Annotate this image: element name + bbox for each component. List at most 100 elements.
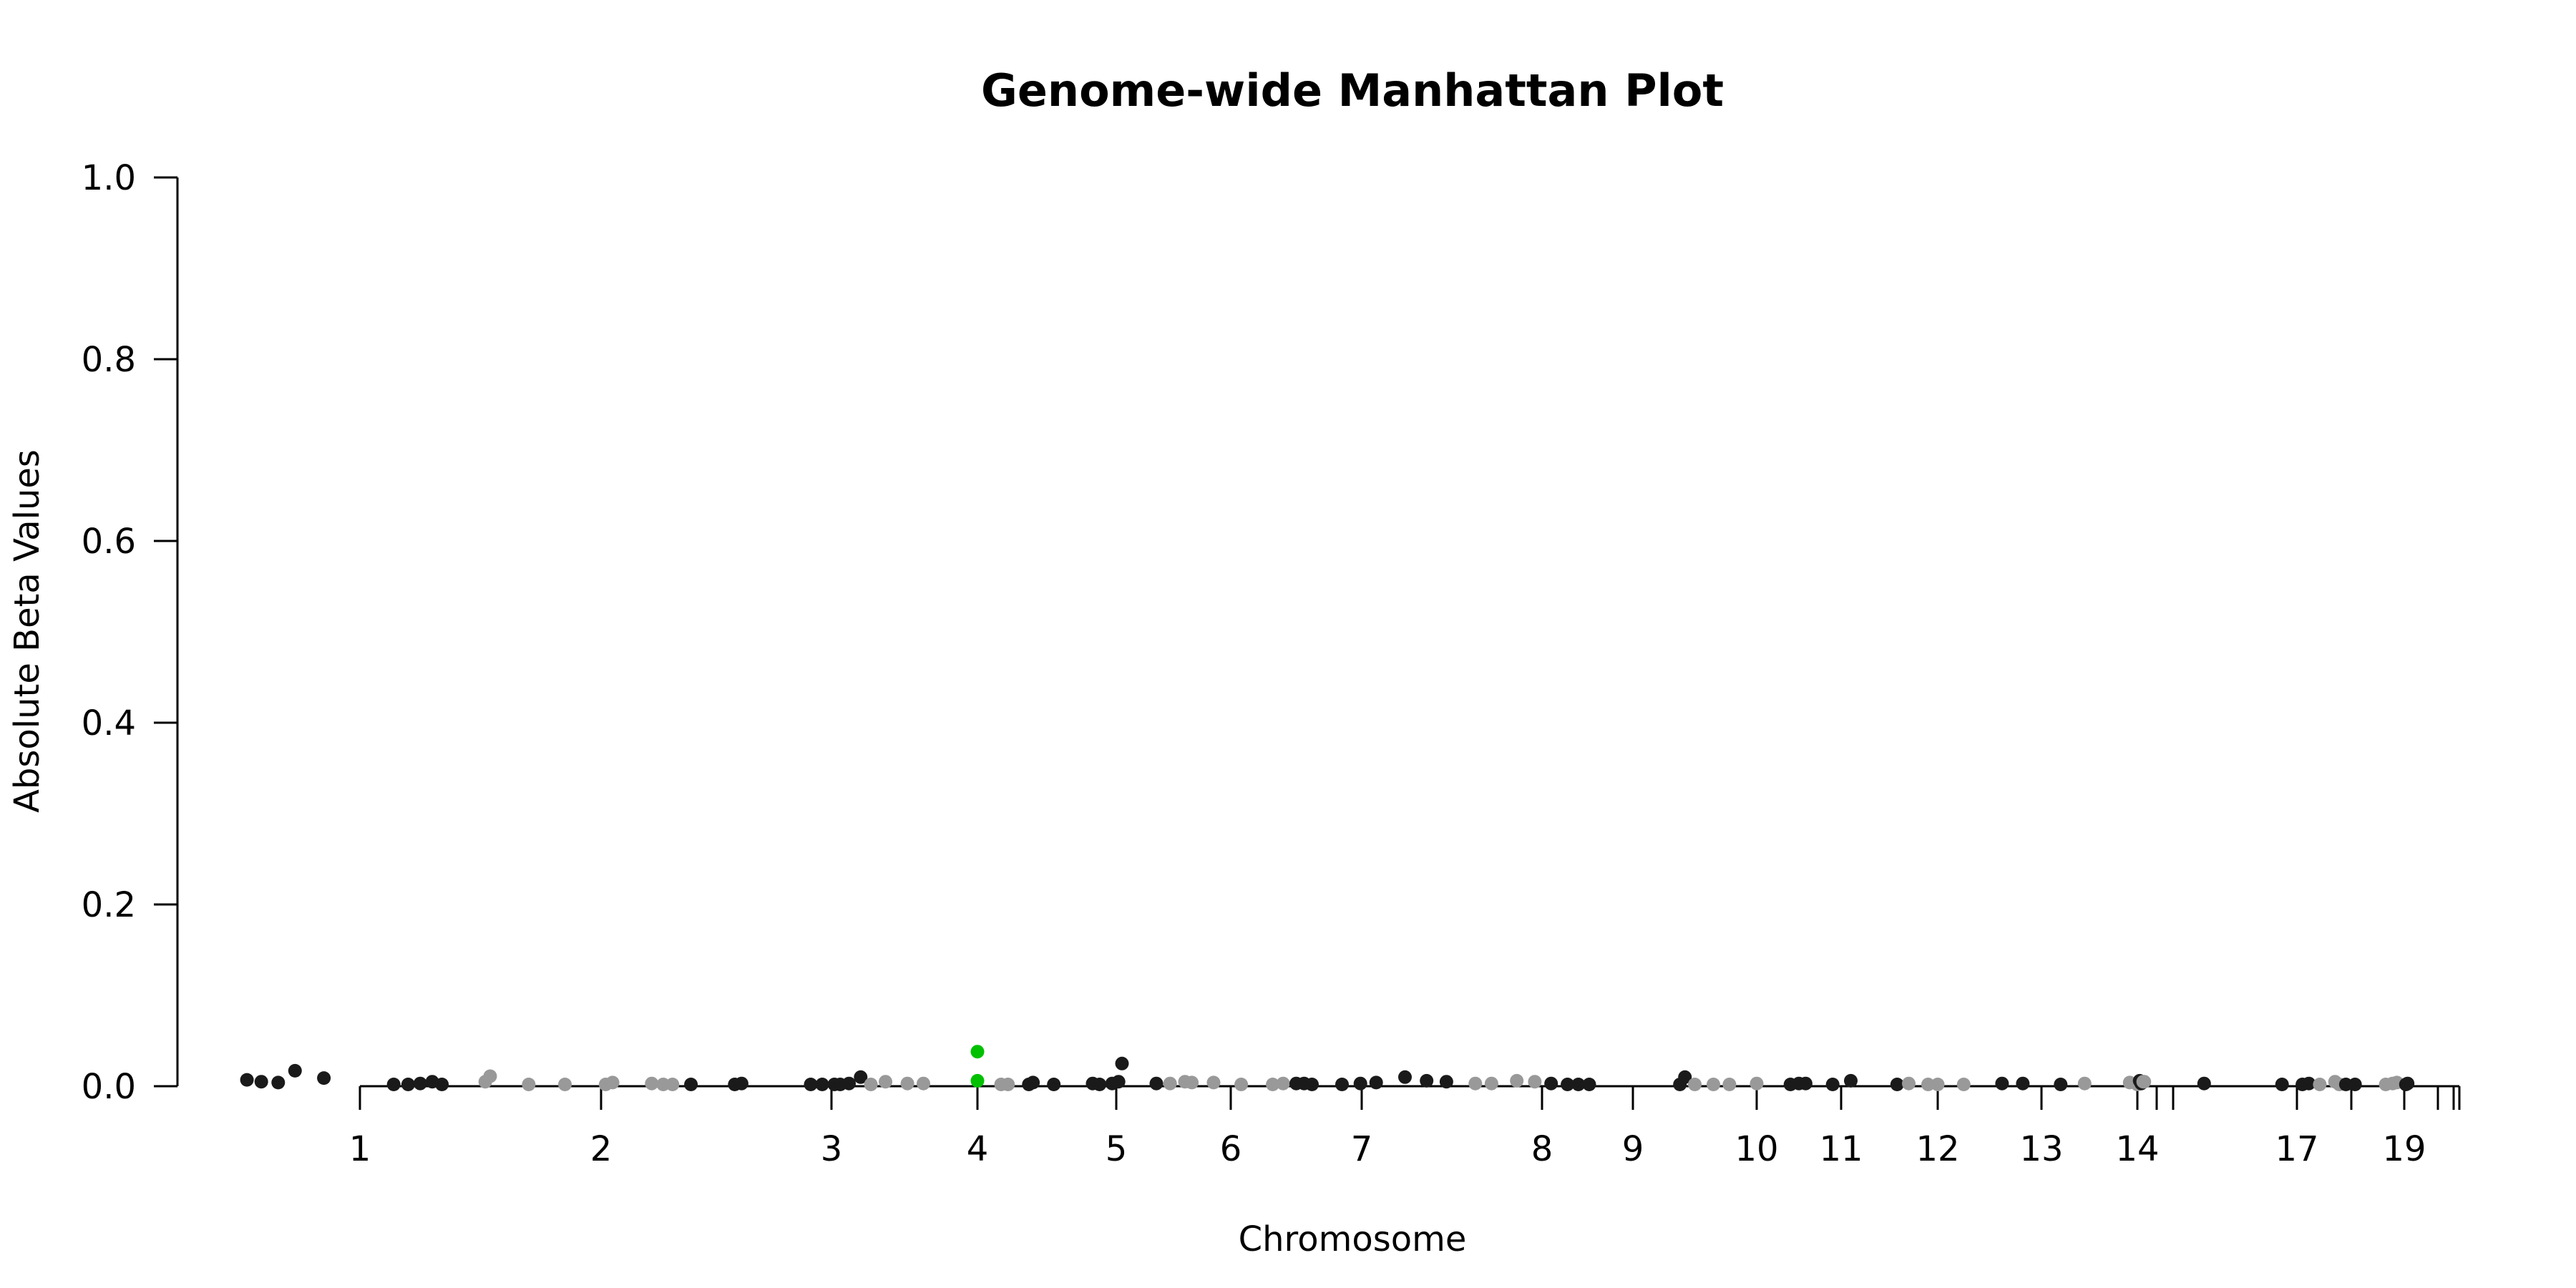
data-point [1722,1078,1737,1091]
data-point [271,1075,286,1090]
data-point [2197,1076,2211,1091]
x-tick-label: 6 [1220,1129,1242,1169]
data-point [401,1078,415,1091]
data-point [1844,1073,1858,1088]
data-point [804,1078,818,1091]
data-point [1305,1078,1319,1091]
data-point [2275,1078,2289,1091]
data-point [1026,1075,1040,1090]
y-tick-label: 0.2 [82,885,136,925]
data-point [1001,1078,1015,1091]
data-point [2137,1075,2152,1089]
y-tick-label: 0.4 [82,703,136,743]
data-point [1266,1078,1280,1091]
data-point [879,1075,892,1089]
y-tick-label: 0.0 [82,1067,136,1107]
data-point [1902,1076,1916,1091]
data-point [1468,1076,1483,1091]
x-tick-label: 10 [1735,1129,1778,1169]
data-point [1276,1076,1290,1091]
data-point [1561,1078,1575,1091]
highlight-point [970,1073,985,1088]
y-axis: 0.0 0.2 0.4 0.6 0.8 1.0 [82,158,179,1107]
data-point [483,1069,497,1083]
data-point [2401,1076,2415,1091]
data-point [1571,1078,1586,1091]
data-point [1528,1075,1542,1089]
x-tick-label: 11 [1819,1129,1863,1169]
data-point [1111,1075,1126,1089]
data-point [1093,1078,1107,1091]
data-point [734,1076,748,1091]
data-point [1335,1078,1349,1091]
y-tick-label: 0.6 [82,522,136,562]
data-point [254,1075,268,1089]
data-point [1369,1075,1383,1090]
x-tick-label: 19 [2382,1129,2426,1169]
data-point [1149,1076,1163,1091]
data-point [1185,1075,1199,1090]
data-point [558,1078,572,1091]
data-point [854,1070,868,1084]
data-point [1234,1078,1249,1091]
chart-title: Genome-wide Manhattan Plot [981,64,1724,117]
x-tick-label: 13 [2019,1129,2063,1169]
data-point [1956,1078,1971,1091]
x-axis-label: Chromosome [1239,1219,1467,1259]
data-point [1115,1056,1129,1070]
data-point [1750,1076,1764,1091]
data-points [240,1045,2415,1091]
x-tick-label: 2 [590,1129,613,1169]
data-point [1047,1078,1061,1091]
data-point [2077,1076,2092,1091]
x-tick-label: 9 [1622,1129,1644,1169]
y-tick-label: 1.0 [82,158,136,198]
data-point [1890,1078,1904,1091]
x-axis: 1 2 3 4 5 6 7 8 9 10 11 12 13 14 17 19 [349,1085,2461,1169]
data-point [1510,1073,1524,1088]
data-point [1921,1078,1935,1091]
data-point [1353,1076,1367,1091]
data-point [522,1078,536,1091]
data-point [1798,1076,1813,1091]
data-point [1995,1076,2009,1091]
highlight-point [970,1045,985,1059]
data-point [1163,1076,1177,1091]
data-point [1678,1070,1692,1084]
data-point [815,1078,829,1091]
data-point [684,1078,698,1091]
x-tick-label: 5 [1106,1129,1128,1169]
data-point [2348,1078,2362,1091]
x-tick-label: 14 [2115,1129,2159,1169]
data-point [1688,1078,1702,1091]
x-tick-label: 1 [349,1129,371,1169]
data-point [2313,1078,2327,1091]
data-point [240,1073,254,1087]
data-point [842,1076,856,1091]
data-point [1544,1076,1558,1091]
data-point [1931,1078,1945,1091]
data-point [413,1076,427,1091]
data-point [435,1078,449,1091]
data-point [1398,1070,1412,1084]
data-point [1206,1075,1221,1090]
data-point [1439,1075,1453,1089]
data-point [1707,1078,1720,1091]
x-tick-label: 4 [967,1129,989,1169]
x-tick-label: 17 [2275,1129,2318,1169]
y-tick-label: 0.8 [82,340,136,380]
data-point [900,1076,914,1091]
data-point [288,1063,302,1078]
x-tick-label: 7 [1351,1129,1373,1169]
data-point [317,1071,331,1085]
data-point [386,1078,401,1091]
data-point [605,1075,620,1090]
x-tick-label: 12 [1916,1129,1959,1169]
data-point [665,1078,680,1091]
data-point [917,1076,930,1091]
data-point [2054,1078,2068,1091]
data-point [2016,1076,2030,1091]
data-point [1582,1078,1596,1091]
data-point [2302,1076,2316,1091]
